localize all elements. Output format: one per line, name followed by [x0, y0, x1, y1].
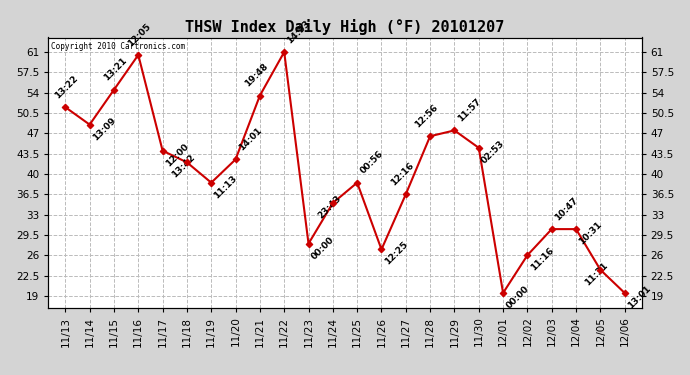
- Point: [206, 180, 217, 186]
- Text: 13:42: 13:42: [170, 153, 197, 180]
- Text: 00:56: 00:56: [358, 149, 385, 176]
- Text: 11:16: 11:16: [529, 246, 555, 273]
- Text: 13:01: 13:01: [626, 284, 653, 310]
- Point: [400, 191, 411, 197]
- Text: 14:01: 14:01: [237, 126, 264, 153]
- Text: 14:53: 14:53: [286, 18, 312, 45]
- Text: 00:00: 00:00: [310, 235, 336, 261]
- Point: [619, 290, 630, 296]
- Text: 13:09: 13:09: [91, 116, 117, 142]
- Point: [230, 156, 241, 162]
- Point: [424, 133, 435, 139]
- Text: 12:25: 12:25: [383, 240, 409, 267]
- Point: [108, 87, 119, 93]
- Point: [522, 252, 533, 258]
- Point: [181, 159, 193, 165]
- Text: 13:22: 13:22: [53, 74, 80, 100]
- Title: THSW Index Daily High (°F) 20101207: THSW Index Daily High (°F) 20101207: [186, 19, 504, 35]
- Point: [352, 180, 363, 186]
- Text: 02:53: 02:53: [480, 139, 506, 165]
- Text: 13:21: 13:21: [102, 56, 128, 83]
- Point: [303, 241, 314, 247]
- Text: 10:31: 10:31: [578, 220, 604, 246]
- Text: 11:57: 11:57: [455, 97, 482, 123]
- Point: [449, 128, 460, 134]
- Text: 00:00: 00:00: [504, 284, 531, 310]
- Text: 12:56: 12:56: [413, 103, 440, 129]
- Text: 23:43: 23:43: [316, 194, 342, 220]
- Text: 12:16: 12:16: [388, 161, 415, 187]
- Point: [255, 93, 266, 99]
- Point: [327, 200, 338, 206]
- Point: [497, 290, 509, 296]
- Text: 11:31: 11:31: [583, 261, 610, 287]
- Point: [132, 52, 144, 58]
- Point: [279, 49, 290, 55]
- Point: [84, 122, 95, 128]
- Point: [376, 246, 387, 252]
- Point: [546, 226, 558, 232]
- Text: Copyright 2010 Cartronics.com: Copyright 2010 Cartronics.com: [51, 42, 186, 51]
- Text: 12:00: 12:00: [164, 142, 190, 168]
- Text: 19:48: 19:48: [243, 62, 270, 88]
- Point: [473, 145, 484, 151]
- Point: [60, 104, 71, 110]
- Text: 12:05: 12:05: [126, 21, 152, 48]
- Point: [157, 148, 168, 154]
- Point: [571, 226, 582, 232]
- Point: [595, 267, 606, 273]
- Text: 11:13: 11:13: [213, 174, 239, 200]
- Text: 10:47: 10:47: [553, 195, 580, 222]
